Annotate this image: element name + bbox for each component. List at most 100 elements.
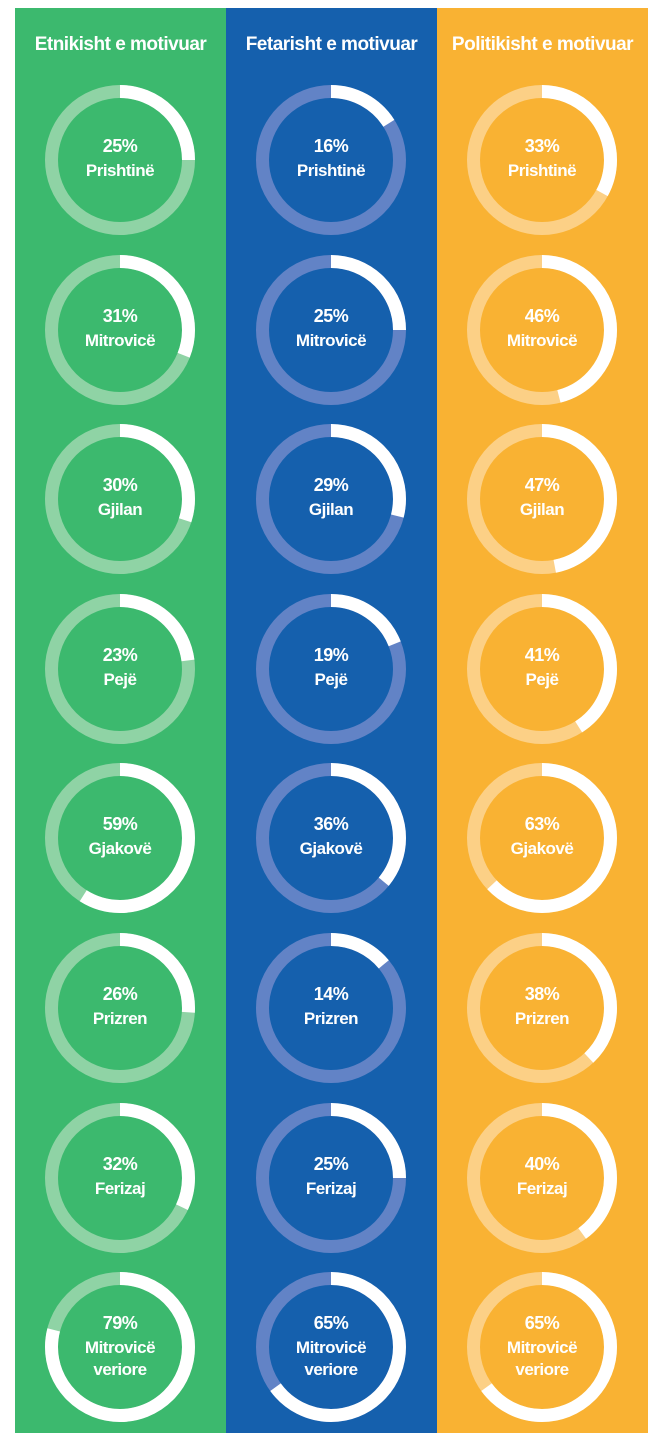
donut-cell: 79% Mitrovicë veriore [15,1272,226,1442]
donut-cell: 30% Gjilan [15,424,226,594]
donut-cell: 36% Gjakovë [226,763,437,933]
donut [467,593,617,744]
column-title: Politikisht e motivuar [451,34,634,55]
donut-arc [256,1272,406,1423]
donut-arc [467,254,617,405]
donut-arc [467,593,617,744]
donut-arc [467,1272,617,1423]
donut [467,763,617,914]
donut-cell: 16% Prishtinë [226,85,437,255]
category-label: Prizren [303,1009,359,1028]
value-label: 33% [524,136,560,156]
category-label: Gjakovë [299,839,363,859]
category-label: Pejë [314,669,348,689]
category-label: Ferizaj [94,1178,146,1198]
category-label: Gjilan [97,500,143,520]
donut-cell: 31% Mitrovicë [15,254,226,425]
donut-cell: 41% Pejë [437,593,648,764]
column: Fetarisht e motivuar 16% Prishtinë 25% Mitro… [226,8,437,1433]
donut-arc [45,85,195,235]
donut-arc [256,933,406,1083]
category-label: Mitrovicë [506,330,578,350]
donut-arc [45,1102,195,1253]
donut-arc [467,763,617,914]
value-label: 14% [313,984,349,1004]
category-label: Prishtinë [507,161,577,180]
donut-cell: 19% Pejë [226,593,437,764]
value-label: 25% [313,305,349,326]
donut-cell: 33% Prishtinë [437,85,648,255]
donut-cell: 26% Prizren [15,933,226,1103]
value-label: 40% [524,1153,560,1174]
donut-arc [467,933,617,1083]
donut [45,593,195,744]
donut [45,1102,195,1253]
donut [467,1102,617,1253]
donut-cell: 25% Ferizaj [226,1102,437,1273]
donut-cell: 65% Mitrovicë veriore [226,1272,437,1442]
value-label: 23% [102,644,138,665]
donut [45,1272,195,1423]
donut [45,763,195,914]
value-label: 65% [524,1313,560,1334]
donut-arc [45,593,195,744]
donut-arc [256,763,406,914]
category-label: Gjilan [308,500,354,520]
donut [467,424,617,575]
donut [467,85,617,235]
category-label: Prizren [92,1009,148,1028]
value-label: 29% [313,475,349,496]
category-label: Gjilan [519,500,565,520]
value-label: 63% [524,814,560,835]
donut-arc [256,1102,406,1253]
value-label: 36% [313,814,349,835]
donut [256,424,406,575]
value-label: 30% [102,475,138,496]
donut [467,254,617,405]
category-label: Prishtinë [296,161,366,180]
donut-arc [467,85,617,235]
category-label: Mitrovicë veriore [295,1338,367,1380]
category-label: Mitrovicë [84,330,156,350]
donut-arc [45,763,195,914]
donut [45,85,195,235]
donut-cell: 29% Gjilan [226,424,437,594]
value-label: 25% [313,1153,349,1174]
column: Politikisht e motivuar 33% Prishtinë 46% Mit… [437,8,648,1433]
donut-cell: 63% Gjakovë [437,763,648,933]
donut-cell: 59% Gjakovë [15,763,226,933]
donut [45,254,195,405]
donut-cell: 25% Prishtinë [15,85,226,255]
column-title: Etnikisht e motivuar [34,34,207,55]
donut-cell: 40% Ferizaj [437,1102,648,1273]
value-label: 16% [313,136,349,156]
donut [256,593,406,744]
donut [256,1272,406,1423]
value-label: 41% [524,644,560,665]
donut-arc [467,1102,617,1253]
donut-arc [256,254,406,405]
category-label: Mitrovicë [295,330,367,350]
column: Etnikisht e motivuar 25% Prishtinë 31% Mitro… [15,8,226,1433]
value-label: 31% [102,305,138,326]
value-label: 38% [524,984,560,1004]
donut-arc [45,1272,195,1423]
donut [467,1272,617,1423]
donut [256,1102,406,1253]
donut-cell: 14% Prizren [226,933,437,1103]
category-label: Prizren [514,1009,570,1028]
donut-cell: 25% Mitrovicë [226,254,437,425]
donut [256,254,406,405]
donut-cell: 65% Mitrovicë veriore [437,1272,648,1442]
value-label: 65% [313,1313,349,1334]
donut [45,933,195,1083]
donut-cell: 38% Prizren [437,933,648,1103]
category-label: Gjakovë [88,839,152,859]
infographic: Etnikisht e motivuar 25% Prishtinë 31% Mitro… [15,8,648,1433]
value-label: 32% [102,1153,138,1174]
donut-arc [256,593,406,744]
donut-arc [45,424,195,575]
donut [467,933,617,1083]
value-label: 25% [102,136,138,156]
category-label: Ferizaj [305,1178,357,1198]
